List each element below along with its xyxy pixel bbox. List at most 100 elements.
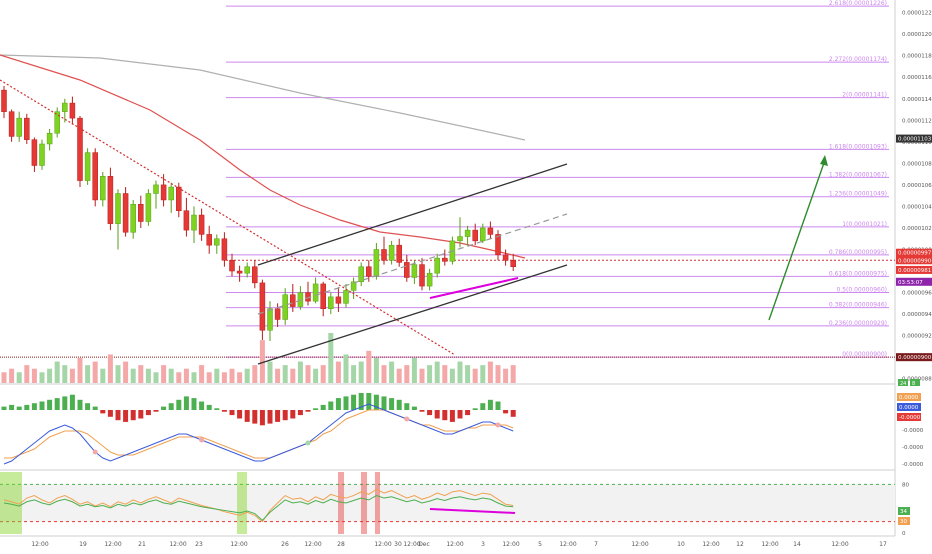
indicator-tag — [898, 379, 908, 386]
macd-pane — [1, 393, 516, 465]
rsi-tag-label: 30 — [900, 519, 907, 525]
macd-hist-bar — [335, 398, 341, 410]
channel-lower-line — [257, 264, 568, 365]
rsi-band — [0, 484, 895, 522]
macd-hist-bar — [358, 393, 364, 410]
macd-tag-label: -0.0000 — [899, 415, 921, 421]
price-tick-label: 0.00001160 — [902, 75, 932, 81]
price-tick-label: 0.00001120 — [902, 118, 932, 124]
candle-body — [183, 210, 190, 231]
volume-bar — [503, 368, 509, 383]
volume-bar — [495, 365, 501, 383]
candle-body — [495, 234, 501, 256]
candle-body — [267, 308, 273, 331]
volume-bar — [107, 354, 113, 383]
macd-cross-dot — [404, 416, 410, 422]
macd-tag-label: 0.0000 — [899, 405, 919, 411]
candle-body — [244, 266, 250, 274]
volume-bar — [16, 372, 22, 383]
candle-body — [138, 204, 144, 222]
macd-cross-dot — [305, 440, 311, 446]
fib-label: 0.382(0.00000946) — [829, 302, 887, 309]
x-tick-label: 12:00 — [631, 541, 648, 548]
price-tag-label: 03:53:07 — [898, 280, 923, 286]
price-tick-label: 0.00000940 — [902, 312, 932, 318]
macd-hist-bar — [267, 410, 273, 424]
volume-bar — [404, 365, 410, 383]
volume-bar — [69, 368, 75, 383]
dotted-downtrend-line — [0, 79, 456, 356]
signal-highlight — [237, 472, 247, 534]
candle-body — [198, 214, 205, 235]
macd-hist-bar — [404, 403, 410, 410]
x-tick-label: 12:00 — [446, 541, 463, 548]
price-tag — [896, 256, 932, 265]
price-tick-label: 0.00001040 — [902, 204, 932, 210]
price-tick-label: 0.00001140 — [902, 97, 932, 103]
candle-body — [388, 244, 395, 261]
candle-body — [396, 244, 402, 263]
fib-label: 1.382(0.00001067) — [829, 171, 887, 178]
volume-bar — [115, 365, 121, 383]
macd-cross-dot — [92, 449, 98, 455]
channel-upper-line — [257, 163, 568, 266]
candle-body — [464, 229, 471, 237]
macd-hist-bar — [252, 410, 258, 424]
volume-bar — [229, 368, 235, 383]
candle-body — [335, 296, 342, 304]
volume-bar — [472, 368, 478, 383]
volume-bar — [62, 365, 68, 383]
axes: 0.00001220 0.00001200 0.00001180 0.00001160… — [31, 11, 932, 548]
volume-bar — [442, 365, 448, 383]
x-tick-label: 12:00 — [31, 541, 48, 548]
macd-hist-bar — [396, 399, 402, 410]
macd-hist-bar — [206, 404, 212, 410]
indicator-tag-label: 8 — [912, 381, 915, 387]
candle-body — [214, 238, 220, 246]
divergence-line — [429, 277, 519, 299]
volume-bar — [343, 354, 349, 383]
candle-body — [77, 117, 83, 181]
macd-hist-bar — [153, 410, 159, 412]
fib-levels: 2.618(0.00001226) 2.272(0.00001174) 2(0.00… — [0, 0, 895, 358]
macd-hist-bar — [168, 403, 174, 410]
volume-bar — [411, 358, 417, 383]
volume-bar — [138, 365, 144, 383]
candle-body — [426, 272, 433, 287]
candle-body — [62, 102, 68, 112]
macd-hist-bar — [39, 401, 45, 410]
candle-body — [343, 290, 349, 304]
candle-body — [122, 193, 129, 233]
volume-bar — [123, 361, 129, 383]
candle-body — [46, 132, 53, 145]
signal-highlight — [361, 472, 367, 534]
volume-bar — [320, 365, 326, 383]
rsi-tick-label: 80 — [902, 482, 909, 488]
macd-tick-label: -0.0000 — [902, 428, 924, 434]
volume-bar — [282, 365, 288, 383]
price-tag — [896, 265, 932, 274]
x-tick-label: 30 — [394, 541, 402, 548]
candle-body — [191, 214, 197, 231]
volume-bar — [335, 361, 341, 383]
fib-label: 1.618(0.00001093) — [829, 143, 887, 150]
x-tick-label: 12:00 — [374, 541, 391, 548]
macd-hist-bar — [191, 398, 197, 410]
candle-body — [411, 264, 418, 278]
macd-tag — [897, 393, 921, 401]
candle-body — [274, 308, 281, 320]
volume-bar — [161, 365, 167, 383]
macd-hist-bar — [31, 403, 37, 410]
volume-bar — [434, 361, 440, 383]
volume-bar — [153, 372, 159, 383]
macd-hist-bar — [290, 410, 296, 419]
volume-bar — [39, 372, 45, 383]
candle-body — [381, 249, 387, 261]
x-tick-label: 12:00 — [502, 541, 519, 548]
x-tick-label: 26 — [281, 541, 289, 548]
macd-hist-bar — [214, 408, 220, 410]
price-tag — [896, 134, 932, 143]
candle-body — [419, 264, 425, 287]
candle-body — [100, 176, 106, 201]
